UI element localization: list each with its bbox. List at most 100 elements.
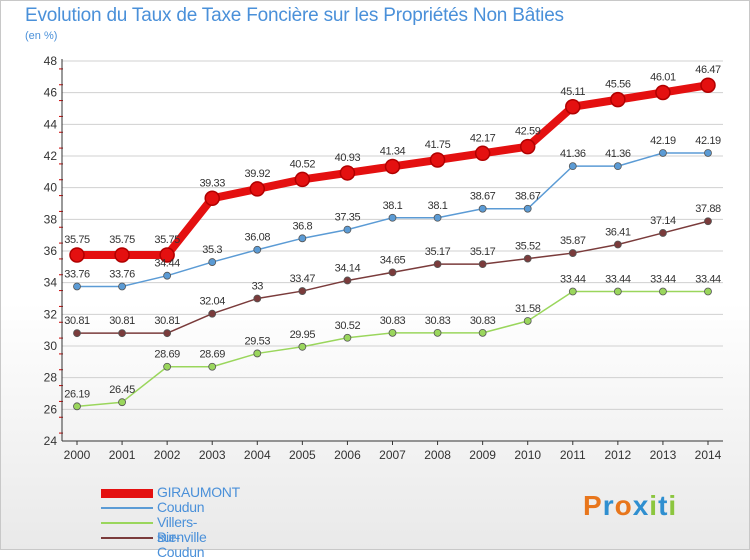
x-tick-label: 2007 [379, 448, 406, 462]
logo-letter: t [658, 490, 669, 521]
data-point-giraumont [655, 84, 671, 101]
data-label: 36.41 [605, 227, 631, 239]
x-tick-label: 2002 [154, 448, 181, 462]
data-point-coudun [478, 204, 487, 213]
data-label: 46.47 [695, 64, 721, 76]
data-point-villers-sur-coudun [388, 328, 397, 337]
data-label: 33.76 [64, 268, 90, 280]
data-point-coudun [523, 204, 532, 213]
data-point-bienville [118, 329, 126, 338]
data-label: 45.11 [560, 86, 585, 98]
data-label: 37.88 [695, 203, 721, 215]
data-label: 40.52 [290, 158, 316, 170]
y-tick-label: 42 [44, 149, 58, 163]
data-label: 33.76 [109, 268, 135, 280]
x-tick-label: 2004 [244, 448, 271, 462]
data-label: 28.69 [154, 349, 180, 361]
logo-letter: i [668, 490, 678, 521]
legend-swatch [101, 522, 153, 524]
logo-letter: o [614, 490, 633, 521]
data-label: 30.83 [425, 315, 451, 327]
data-label: 35.75 [64, 234, 90, 246]
data-point-bienville [478, 260, 487, 269]
y-tick-label: 46 [44, 86, 58, 100]
data-point-bienville [613, 240, 622, 249]
data-label: 40.93 [335, 152, 361, 164]
data-point-coudun [659, 149, 667, 157]
data-point-giraumont [429, 152, 446, 168]
x-tick-label: 2010 [514, 448, 541, 462]
logo-letter: x [632, 490, 650, 521]
data-label: 34.14 [335, 262, 361, 274]
data-point-giraumont [519, 138, 536, 155]
data-label: 35.75 [109, 234, 135, 246]
data-label: 32.04 [199, 296, 225, 308]
data-point-bienville [253, 294, 262, 303]
data-point-villers-sur-coudun [433, 328, 442, 337]
data-point-coudun [433, 213, 442, 222]
data-label: 42.19 [650, 135, 676, 147]
x-tick-label: 2006 [334, 448, 361, 462]
x-tick-label: 2013 [650, 448, 677, 462]
chart-title: Evolution du Taux de Taxe Foncière sur l… [25, 5, 564, 26]
y-tick-label: 32 [44, 307, 58, 321]
data-label: 36.8 [292, 220, 312, 232]
logo-letter: P [583, 490, 603, 521]
data-point-villers-sur-coudun [298, 342, 307, 351]
data-point-coudun [613, 162, 622, 171]
data-point-bienville [343, 276, 352, 285]
data-point-giraumont [69, 247, 85, 263]
y-tick-label: 30 [44, 339, 58, 353]
x-tick-label: 2011 [560, 448, 586, 462]
data-point-villers-sur-coudun [253, 349, 262, 358]
data-label: 33.44 [695, 274, 721, 286]
data-label: 38.1 [383, 200, 403, 212]
data-point-coudun [298, 234, 307, 243]
data-point-coudun [343, 225, 352, 234]
data-label: 30.81 [154, 315, 180, 327]
data-label: 26.19 [64, 388, 90, 400]
data-point-bienville [208, 309, 217, 318]
data-point-villers-sur-coudun [343, 333, 352, 342]
data-label: 34.44 [154, 258, 180, 270]
data-label: 41.36 [605, 148, 631, 160]
data-point-bienville [388, 268, 397, 277]
unit-label: (en %) [25, 30, 58, 42]
data-point-giraumont [249, 181, 266, 197]
data-point-villers-sur-coudun [613, 287, 622, 296]
data-point-coudun [568, 162, 577, 171]
data-label: 46.01 [650, 72, 676, 84]
data-point-coudun [388, 213, 397, 222]
series-layer [69, 77, 716, 411]
data-point-giraumont [339, 165, 356, 181]
data-label: 35.75 [154, 234, 180, 246]
data-point-villers-sur-coudun [659, 287, 667, 296]
legend-swatch [101, 537, 153, 539]
y-tick-label: 24 [44, 434, 58, 448]
x-tick-label: 2005 [289, 448, 316, 462]
data-label: 38.67 [470, 191, 496, 203]
proxiti-logo: Proxiti [583, 490, 677, 522]
data-point-coudun [163, 271, 172, 280]
data-point-giraumont [159, 247, 175, 263]
y-tick-label: 48 [44, 54, 58, 68]
data-label: 38.1 [428, 200, 448, 212]
data-point-villers-sur-coudun [523, 317, 532, 325]
x-tick-label: 2001 [109, 448, 136, 462]
logo-letter: r [602, 490, 615, 521]
data-point-giraumont [610, 91, 626, 108]
data-point-giraumont [700, 77, 716, 93]
x-tick-label: 2008 [424, 448, 451, 462]
data-label: 33.44 [650, 274, 676, 286]
x-tick-label: 2000 [64, 448, 91, 462]
data-label-layer: 33.76 33.76 34.44 35.3 36.08 36.8 37.35 38.1 38.… [64, 64, 721, 400]
data-point-coudun [208, 258, 217, 266]
data-point-bienville [523, 254, 532, 263]
data-label: 35.3 [202, 244, 222, 256]
x-tick-label: 2012 [605, 448, 632, 462]
data-label: 30.81 [64, 315, 90, 327]
legend-swatch [101, 489, 153, 498]
y-tick-label: 36 [44, 244, 58, 258]
data-label: 35.17 [470, 246, 496, 258]
axis-layer: 24 26 28 30 32 34 36 38 40 42 44 46 48 2000 2001 2002 20… [44, 54, 723, 462]
